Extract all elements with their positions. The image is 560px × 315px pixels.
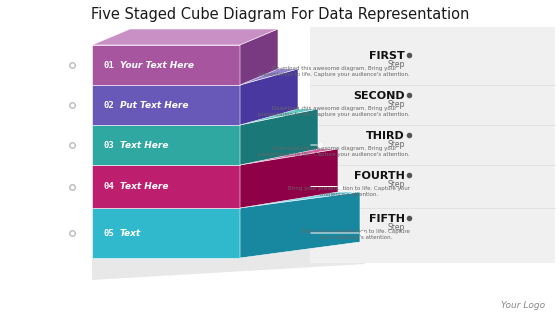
Polygon shape bbox=[92, 69, 298, 85]
Polygon shape bbox=[92, 165, 240, 208]
Text: 02: 02 bbox=[104, 100, 115, 110]
Polygon shape bbox=[240, 192, 360, 258]
Polygon shape bbox=[92, 192, 360, 208]
Text: SECOND: SECOND bbox=[353, 91, 405, 101]
Polygon shape bbox=[92, 109, 318, 125]
Text: Bring your presentation to life. Capture
your audience's attention.: Bring your presentation to life. Capture… bbox=[302, 229, 410, 240]
Text: Step: Step bbox=[388, 60, 405, 69]
Text: Text Here: Text Here bbox=[120, 182, 169, 191]
Text: Your Logo: Your Logo bbox=[501, 301, 545, 310]
Text: Step: Step bbox=[388, 100, 405, 109]
Polygon shape bbox=[92, 208, 240, 258]
Polygon shape bbox=[92, 125, 240, 165]
Text: Text Here: Text Here bbox=[120, 140, 169, 150]
Text: Step: Step bbox=[388, 180, 405, 189]
Text: Step: Step bbox=[388, 223, 405, 232]
Polygon shape bbox=[240, 149, 338, 208]
Text: 03: 03 bbox=[104, 140, 115, 150]
Text: 01: 01 bbox=[104, 60, 115, 70]
Polygon shape bbox=[92, 242, 365, 280]
Text: FOURTH: FOURTH bbox=[354, 171, 405, 181]
Text: Text: Text bbox=[120, 228, 141, 238]
Polygon shape bbox=[240, 29, 278, 85]
Polygon shape bbox=[92, 29, 278, 45]
Polygon shape bbox=[310, 27, 555, 263]
Text: Put Text Here: Put Text Here bbox=[120, 100, 189, 110]
Text: FIFTH: FIFTH bbox=[369, 214, 405, 224]
Polygon shape bbox=[92, 149, 338, 165]
Polygon shape bbox=[240, 109, 318, 165]
Text: Download this awesome diagram. Bring your
presentation to life. Capture your aud: Download this awesome diagram. Bring you… bbox=[258, 106, 410, 117]
Text: Five Staged Cube Diagram For Data Representation: Five Staged Cube Diagram For Data Repres… bbox=[91, 7, 469, 22]
Text: FIRST: FIRST bbox=[369, 51, 405, 61]
Polygon shape bbox=[92, 85, 240, 125]
Text: Download this awesome diagram. Bring your
presentation to life. Capture your aud: Download this awesome diagram. Bring you… bbox=[258, 66, 410, 77]
Text: Bring your presentation to life. Capture your
audience's attention.: Bring your presentation to life. Capture… bbox=[288, 186, 410, 197]
Polygon shape bbox=[92, 45, 240, 85]
Text: THIRD: THIRD bbox=[366, 131, 405, 141]
Text: Download this awesome diagram. Bring your
presentation to life. Capture your aud: Download this awesome diagram. Bring you… bbox=[258, 146, 410, 157]
Text: Step: Step bbox=[388, 140, 405, 149]
Text: 05: 05 bbox=[104, 228, 115, 238]
Text: 04: 04 bbox=[104, 182, 115, 191]
Text: Your Text Here: Your Text Here bbox=[120, 60, 194, 70]
Polygon shape bbox=[240, 69, 298, 125]
